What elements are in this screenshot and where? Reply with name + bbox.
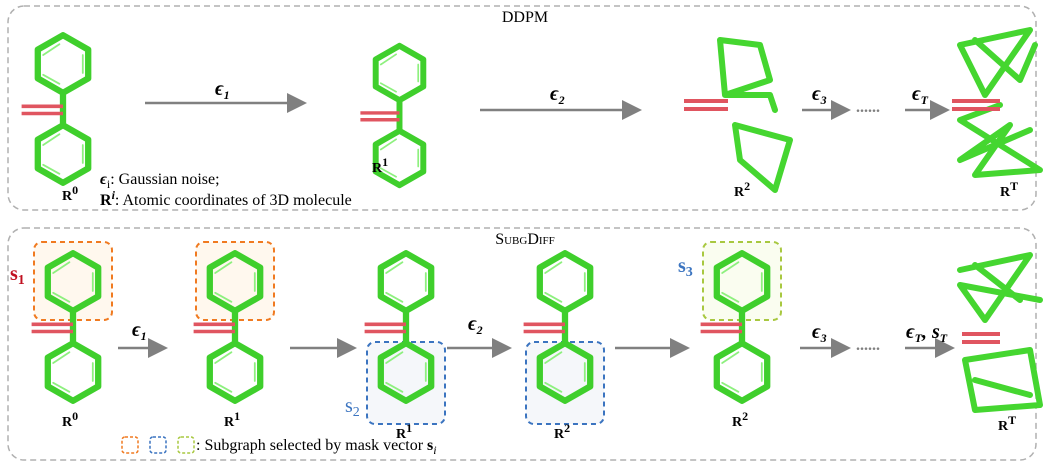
- legend-text: ϵi: Gaussian noise;: [100, 171, 220, 191]
- state-label: RT: [998, 413, 1016, 434]
- legend-swatch: [122, 437, 138, 453]
- mask-label: s1: [10, 263, 25, 288]
- panel-title: SubgDiff: [495, 231, 555, 248]
- state-label: R1: [224, 409, 240, 430]
- panel-title: DDPM: [502, 9, 548, 26]
- step-label: ϵ1: [132, 319, 147, 343]
- subgdiff-panel: [8, 228, 1036, 460]
- molecule: [22, 35, 89, 183]
- step-label: ϵ3: [812, 83, 827, 107]
- step-label: ϵ1: [215, 78, 230, 102]
- dots: ......: [856, 99, 880, 116]
- state-label: RT: [1000, 179, 1018, 200]
- state-label: R2: [732, 409, 748, 430]
- state-label: R2: [734, 179, 750, 200]
- step-label: ϵT, sT: [906, 321, 948, 345]
- state-label: R0: [62, 409, 78, 430]
- legend-swatch: [150, 437, 166, 453]
- step-label: ϵ2: [550, 83, 565, 107]
- legend-text: Ri: Atomic coordinates of 3D molecule: [100, 188, 352, 209]
- state-label: R0: [62, 183, 78, 204]
- step-label: ϵ3: [812, 321, 827, 345]
- step-label: ϵ2: [468, 313, 483, 337]
- noisy-molecule: [720, 40, 790, 190]
- mask-label: s3: [678, 255, 693, 280]
- legend-text: : Subgraph selected by mask vector si: [196, 437, 437, 457]
- molecule: [360, 46, 423, 185]
- dots: ......: [856, 337, 880, 354]
- legend-swatch: [178, 437, 194, 453]
- mask-label: s2: [345, 395, 360, 420]
- diagram: DDPM ϵ1 ϵ2 ϵ3 ϵT ...... R0 R1 R2 RT ϵi: …: [0, 0, 1044, 465]
- step-label: ϵT: [912, 83, 929, 107]
